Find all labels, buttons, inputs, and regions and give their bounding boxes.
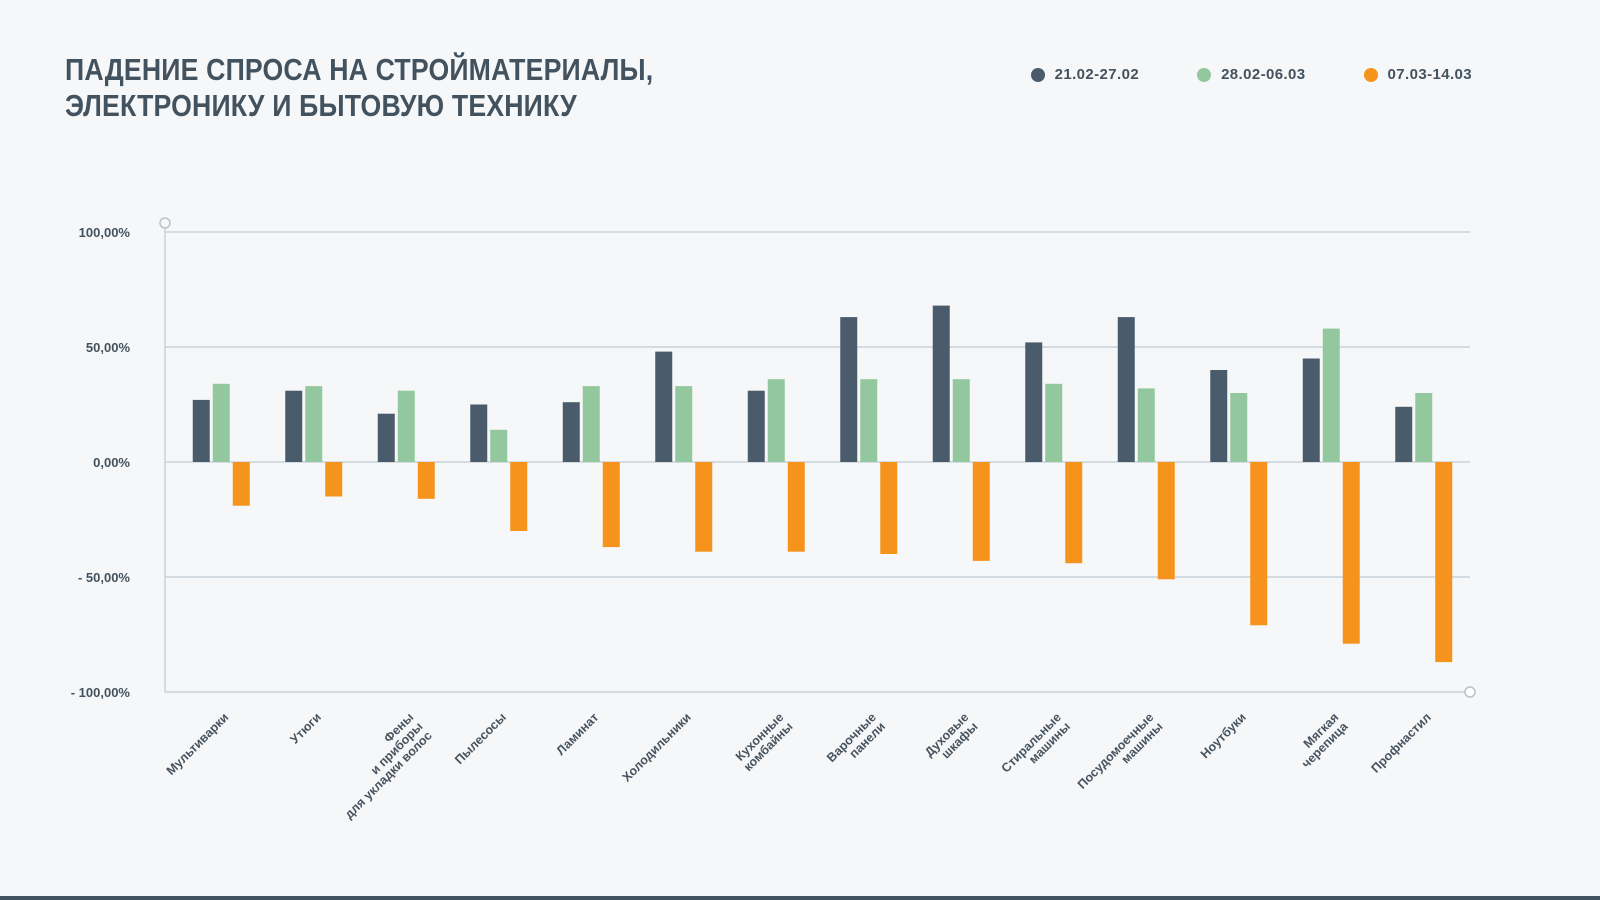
bar-series-3 [510,462,528,531]
bar-series-3 [1157,462,1175,580]
x-category-label: Профнастил [1369,710,1434,775]
x-category-label: Духовыешкафы [922,710,981,769]
x-category-label: Посудомоечныемашины [1075,710,1166,801]
bar-series-2 [582,386,600,462]
x-category-label: Холодильники [620,710,694,784]
bar-series-2 [305,386,323,462]
bar-series-2 [1415,393,1433,462]
bar-series-1 [932,305,950,462]
legend-item-period-2: 28.02-06.03 [1197,66,1305,83]
footer-divider [0,896,1600,900]
bar-series-1 [840,317,858,462]
x-category-label: Утюги [287,710,323,746]
chart-title: ПАДЕНИЕ СПРОСА НА СТРОЙМАТЕРИАЛЫ, ЭЛЕКТРО… [65,52,653,124]
bar-series-3 [972,462,990,561]
bar-series-3 [1435,462,1453,663]
x-category-label: Мягкаячерепица [1290,709,1351,770]
bar-series-2 [767,379,785,462]
bar-series-2 [490,429,508,462]
y-tick-label: 50,00% [86,340,131,355]
y-tick-label: 100,00% [79,225,131,240]
chart-title-line-1: ПАДЕНИЕ СПРОСА НА СТРОЙМАТЕРИАЛЫ, [65,52,654,87]
bar-series-2 [212,383,230,462]
y-tick-label: - 100,00% [71,685,131,700]
legend-dot-icon [1197,67,1212,82]
bar-series-1 [1395,406,1413,462]
x-category-label: Кухонныекомбайны [732,710,796,774]
bar-series-2 [1322,328,1340,462]
legend-label: 21.02-27.02 [1054,66,1140,83]
bar-series-1 [1117,317,1135,462]
bar-series-3 [325,462,343,497]
legend-dot-icon [1030,67,1045,82]
bar-series-3 [880,462,898,554]
bar-series-2 [952,379,970,462]
legend-label: 28.02-06.03 [1221,66,1306,83]
x-category-label: Феныи приборыдля укладки волос [324,710,435,821]
y-tick-label: 0,00% [93,455,130,470]
bar-series-3 [417,462,435,499]
bar-series-1 [285,390,303,462]
x-category-label: Варочныепанели [824,710,888,774]
x-category-label: Мультиварки [164,710,232,778]
legend-item-period-3: 07.03-14.03 [1363,66,1472,83]
bar-series-3 [1065,462,1083,564]
axis-end-circle-icon [159,217,171,229]
bar-series-1 [192,399,210,462]
x-category-label: Стиральныемашины [999,710,1073,784]
bar-series-2 [1230,393,1248,462]
bar-series-3 [232,462,250,506]
y-tick-label: - 50,00% [78,570,130,585]
bar-series-3 [787,462,805,552]
chart-legend: 21.02-27.02 28.02-06.03 07.03-14.03 [1030,66,1472,83]
legend-item-period-1: 21.02-27.02 [1030,66,1140,83]
bar-series-3 [602,462,620,548]
legend-label: 07.03-14.03 [1387,66,1472,83]
bar-series-1 [655,351,673,462]
bar-series-1 [747,390,765,462]
x-category-label: Ламинат [554,710,602,758]
bar-series-1 [1025,342,1043,462]
x-category-label: Ноутбуки [1198,710,1249,761]
bar-series-2 [675,386,693,462]
legend-dot-icon [1363,67,1378,82]
bar-series-1 [1210,370,1228,462]
bar-series-3 [1250,462,1268,626]
bar-series-1 [377,413,395,462]
bar-series-1 [470,404,488,462]
bar-series-1 [1302,358,1320,462]
chart-title-line-2: ЭЛЕКТРОНИКУ И БЫТОВУЮ ТЕХНИКУ [65,87,577,123]
axis-end-circle-icon [1464,686,1476,698]
bar-series-2 [860,379,878,462]
bar-series-1 [562,402,580,462]
bar-series-2 [1045,383,1063,462]
x-category-label: Пылесосы [452,710,509,767]
bar-series-3 [1342,462,1360,644]
bar-series-3 [695,462,713,552]
bar-series-2 [1137,388,1155,462]
bar-series-2 [397,390,415,462]
